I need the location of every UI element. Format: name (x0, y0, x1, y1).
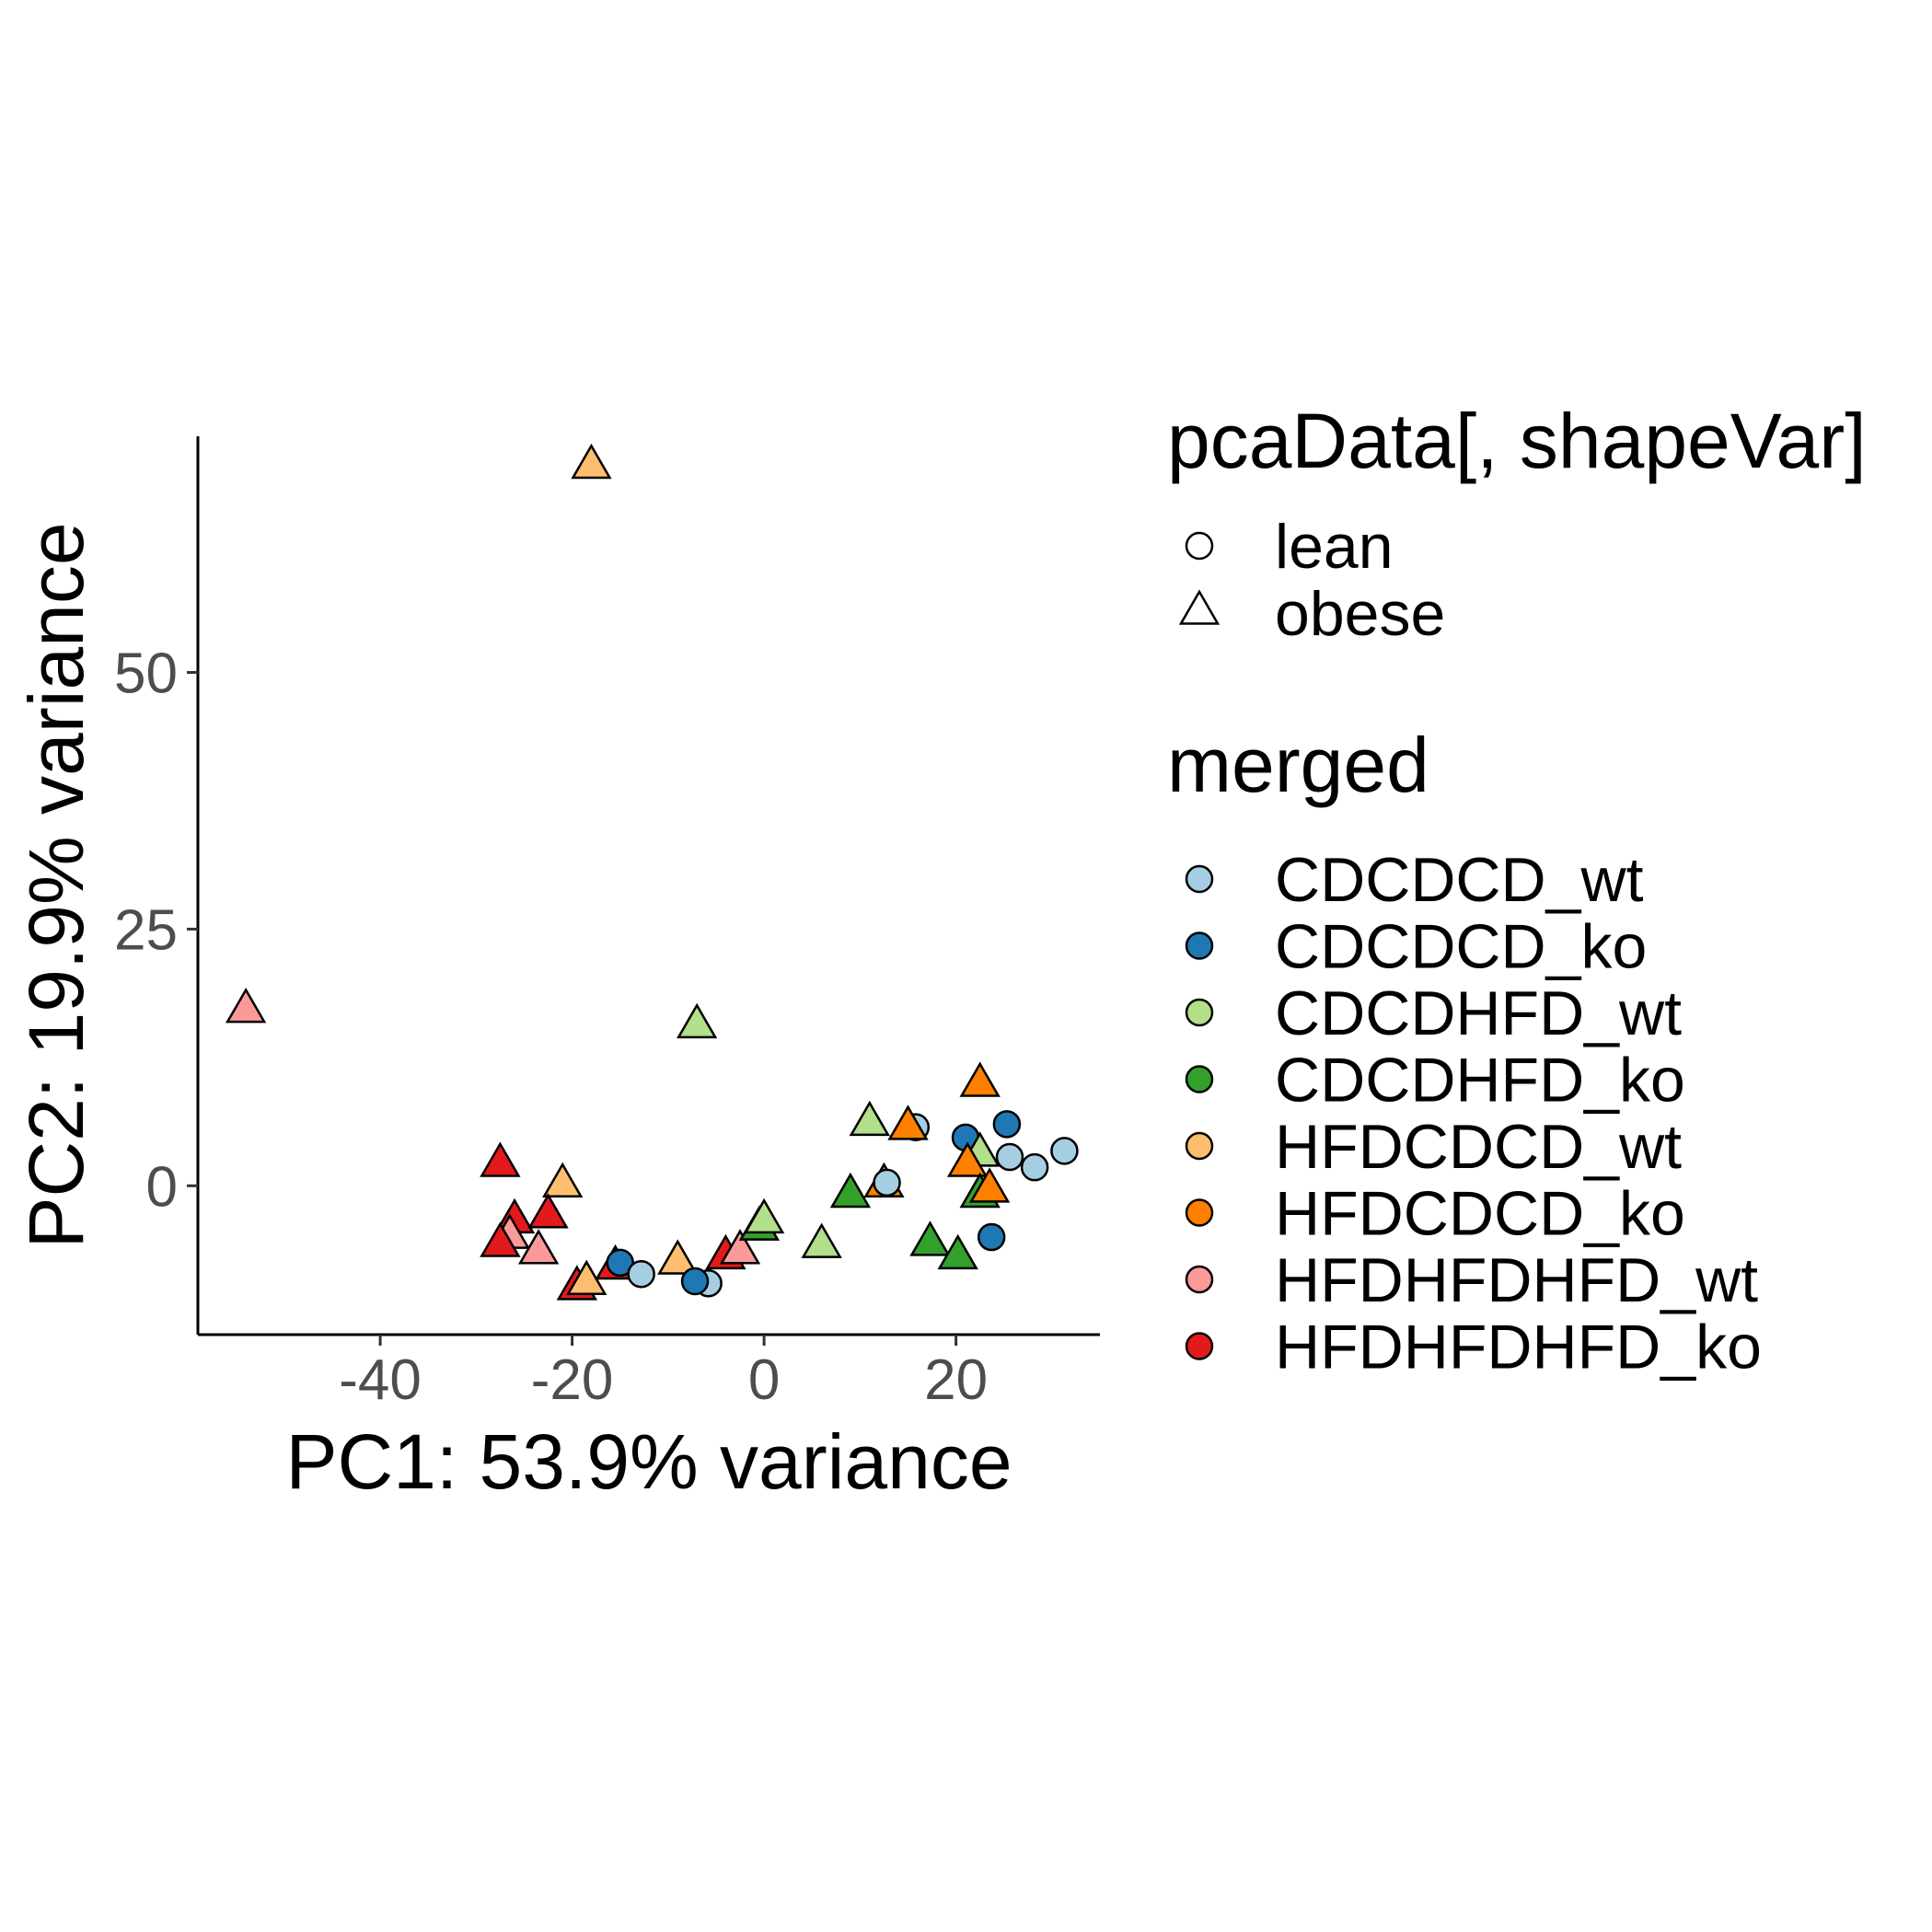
y-axis-title: PC2: 19.9% variance (13, 522, 99, 1248)
y-tick-label: 50 (114, 642, 178, 706)
data-point-circle (992, 1110, 1022, 1139)
legend-key-color (1185, 1332, 1214, 1360)
legend-key-color (1185, 1131, 1214, 1161)
color-legend-label: HFDHFDHFD_wt (1275, 1245, 1758, 1315)
data-point-triangle (527, 1193, 569, 1229)
data-point-circle (977, 1222, 1006, 1252)
data-point-triangle (542, 1162, 584, 1198)
legend-key-color (1185, 1265, 1214, 1294)
shape-legend-label: obese (1275, 579, 1445, 649)
data-point-triangle (959, 1061, 1001, 1097)
y-ticks: 0 25 50 (114, 642, 198, 1219)
data-point-triangle (801, 1222, 842, 1258)
legend-key-color (1185, 864, 1214, 894)
x-axis-title: PC1: 53.9% variance (285, 1418, 1012, 1505)
x-ticks: -40 -20 0 20 (339, 1335, 988, 1412)
data-point-triangle (225, 988, 267, 1024)
data-point-triangle (676, 1002, 718, 1039)
legend-key-color (1185, 931, 1214, 960)
data-point-triangle (719, 1229, 761, 1265)
data-point-triangle (743, 1197, 785, 1234)
data-point-circle (1050, 1137, 1079, 1165)
data-point-triangle (657, 1239, 699, 1275)
legend-key-color (1185, 1065, 1214, 1093)
color-legend: CDCDCD_wtCDCDCD_koCDCDHFD_wtCDCDHFD_koHF… (1185, 845, 1762, 1382)
data-point-circle (873, 1168, 901, 1197)
color-legend-title: merged (1167, 722, 1429, 808)
legend-key-color (1185, 998, 1214, 1027)
color-legend-label: HFDCDCD_wt (1275, 1112, 1682, 1182)
data-point-triangle (480, 1221, 521, 1257)
color-legend-label: CDCDCD_ko (1275, 912, 1647, 982)
data-point-triangle (937, 1233, 978, 1270)
shape-legend-title: pcaData[, shapeVar] (1167, 398, 1867, 484)
data-point-triangle (909, 1221, 951, 1256)
x-tick-label: -40 (339, 1348, 422, 1412)
data-point-triangle (829, 1172, 872, 1209)
x-tick-label: -20 (531, 1348, 614, 1412)
data-point-circle (680, 1267, 710, 1296)
x-tick-label: 0 (748, 1348, 780, 1412)
y-tick-label: 25 (114, 898, 178, 962)
data-point-triangle (517, 1229, 560, 1265)
data-point-triangle (946, 1141, 989, 1177)
data-point-circle (1020, 1152, 1049, 1182)
data-point-triangle (968, 1167, 1011, 1203)
data-point-circle (995, 1142, 1024, 1172)
color-legend-label: HFDCDCD_ko (1275, 1179, 1685, 1249)
y-tick-label: 0 (146, 1155, 178, 1219)
data-point-triangle (571, 443, 612, 480)
color-legend-label: HFDHFDHFD_ko (1275, 1313, 1762, 1382)
legend-key-circle (1185, 531, 1214, 561)
data-point-triangle (480, 1141, 521, 1177)
color-legend-label: CDCDHFD_wt (1275, 978, 1682, 1048)
data-points (225, 443, 1079, 1301)
data-point-triangle (849, 1100, 890, 1137)
legend-key-color (1185, 1198, 1214, 1227)
color-legend-label: CDCDCD_wt (1275, 845, 1644, 915)
color-legend-label: CDCDHFD_ko (1275, 1046, 1685, 1116)
data-point-triangle (887, 1105, 929, 1140)
data-point-circle (627, 1259, 655, 1289)
data-point-triangle (566, 1259, 607, 1296)
x-tick-label: 20 (924, 1348, 988, 1412)
legend-key-triangle (1178, 589, 1221, 625)
shape-legend-label: lean (1275, 512, 1394, 582)
